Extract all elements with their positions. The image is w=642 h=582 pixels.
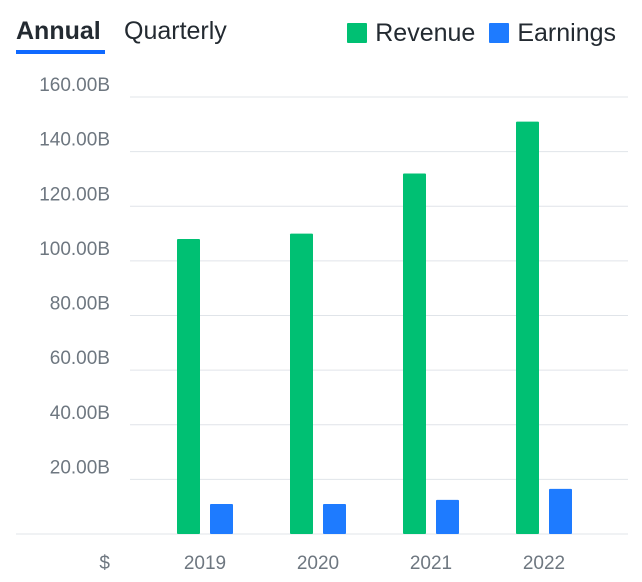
earnings-bar-2021	[436, 499, 459, 534]
earnings-swatch	[489, 23, 510, 43]
x-tick-label: 2019	[184, 553, 226, 574]
legend-item-earnings[interactable]: Earnings	[489, 19, 616, 48]
earnings-bar-2022	[549, 488, 572, 534]
earnings-bar-2019	[210, 503, 233, 534]
revenue-bar-2020	[290, 233, 313, 534]
legend-item-revenue[interactable]: Revenue	[347, 19, 475, 48]
y-tick-label: 80.00B	[50, 294, 110, 315]
y-tick-label: 40.00B	[50, 403, 110, 424]
chart-legend: Revenue Earnings	[333, 16, 616, 50]
revenue-bar-2022	[516, 121, 539, 535]
y-axis-unit-label: $	[99, 553, 110, 574]
y-tick-label: 160.00B	[39, 75, 110, 96]
y-tick-label: 140.00B	[39, 130, 110, 151]
x-tick-label: 2021	[410, 553, 452, 574]
revenue-bar-2019	[177, 239, 200, 534]
revenue-swatch	[347, 23, 368, 43]
y-tick-label: 120.00B	[39, 184, 110, 205]
active-tab-indicator	[16, 50, 105, 54]
revenue-bar-2021	[403, 173, 426, 534]
y-tick-label: 100.00B	[39, 239, 110, 260]
tab-annual[interactable]: Annual	[16, 17, 101, 45]
y-tick-label: 20.00B	[50, 457, 110, 478]
tab-quarterly[interactable]: Quarterly	[124, 17, 227, 45]
earnings-bar-2020	[323, 503, 346, 534]
x-tick-label: 2020	[297, 553, 339, 574]
x-tick-label: 2022	[523, 553, 565, 574]
y-tick-label: 60.00B	[50, 348, 110, 369]
legend-label-revenue: Revenue	[375, 18, 476, 47]
legend-label-earnings: Earnings	[517, 18, 616, 47]
